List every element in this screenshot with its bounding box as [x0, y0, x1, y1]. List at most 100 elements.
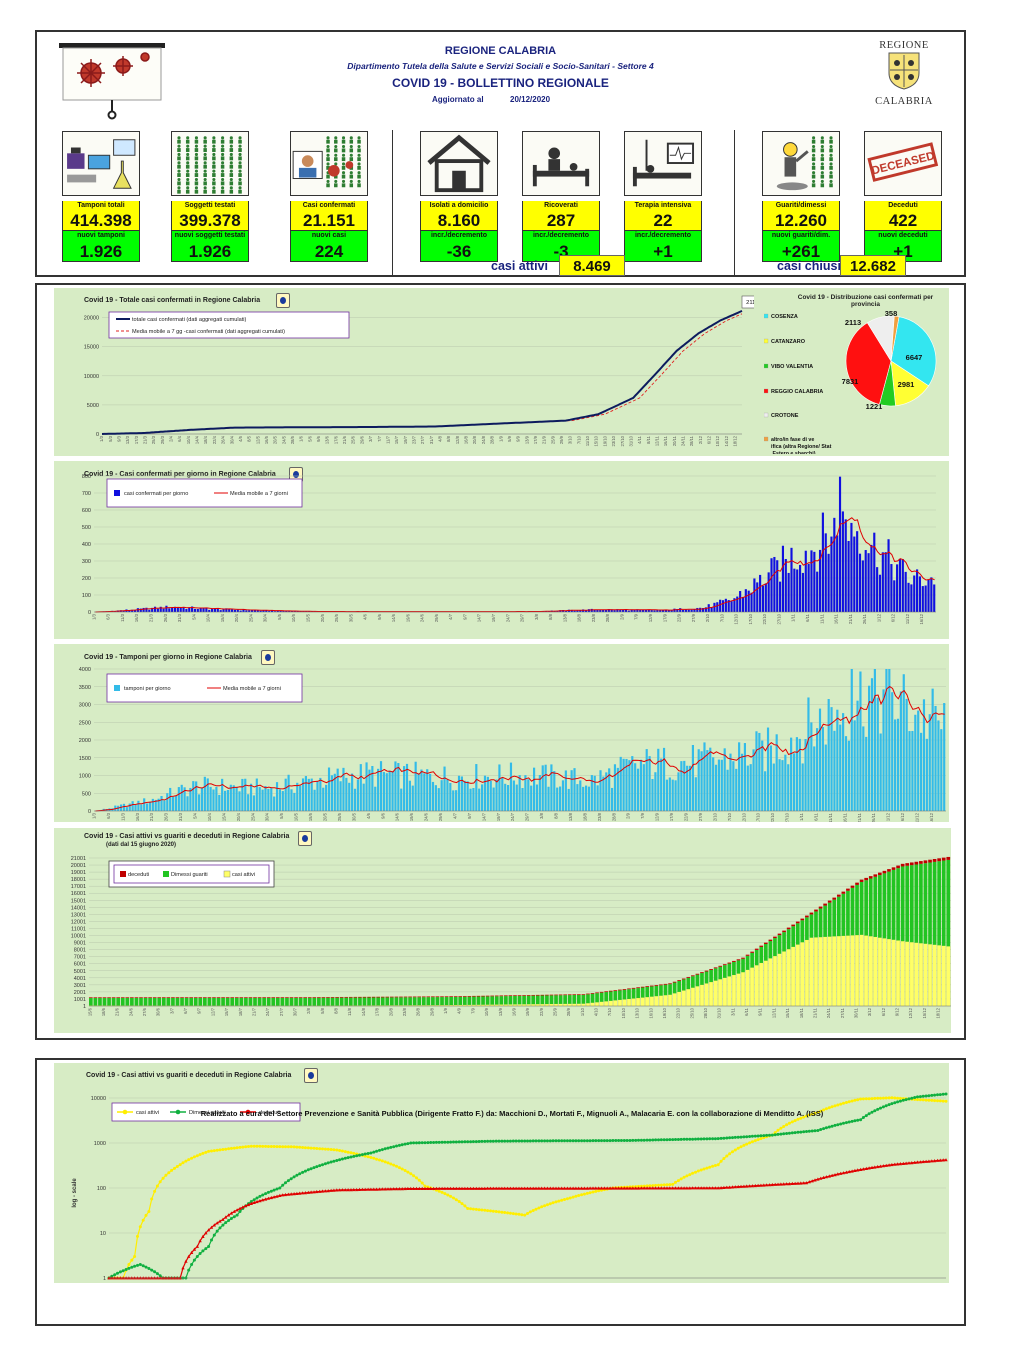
- bar: [699, 607, 702, 612]
- legend-swatch: [114, 685, 120, 691]
- series-active-marker: [306, 1146, 310, 1150]
- person-body: [357, 148, 361, 153]
- bar: [810, 722, 813, 811]
- series-active-marker: [813, 1111, 817, 1115]
- series-recovered-marker: [306, 1168, 310, 1172]
- bar: [236, 609, 239, 612]
- bar-deaths: [768, 939, 773, 942]
- x-tick-label: 8/11: [646, 435, 651, 444]
- bar: [847, 540, 850, 612]
- person-body: [194, 156, 199, 161]
- x-tick-label: 18/4: [203, 435, 208, 444]
- series-active-marker: [782, 1125, 786, 1128]
- series-recovered-marker: [517, 1139, 521, 1143]
- bar-recovered: [868, 878, 873, 937]
- bar: [721, 600, 725, 612]
- series-recovered-marker: [557, 1139, 561, 1143]
- bar-recovered: [777, 935, 782, 954]
- series-recovered-marker: [207, 1245, 211, 1248]
- bar-deaths: [303, 997, 308, 998]
- bar-active: [741, 972, 745, 1007]
- bar-deaths: [125, 997, 130, 999]
- bar: [576, 610, 579, 612]
- bar-recovered: [791, 926, 796, 947]
- person-head: [221, 161, 225, 165]
- series-recovered-marker: [224, 1221, 228, 1225]
- bar-deaths: [312, 997, 317, 998]
- bar: [582, 609, 585, 612]
- bar: [891, 692, 894, 811]
- bar-active: [800, 942, 805, 1007]
- chart-title: Covid 19 - Tamponi per giorno in Regione…: [84, 654, 252, 661]
- series-recovered-marker: [773, 1133, 777, 1137]
- series-deaths-marker: [844, 1170, 849, 1174]
- bar-active: [914, 942, 919, 1007]
- series-recovered-marker: [637, 1138, 640, 1142]
- x-tick-label: 24/11: [681, 435, 686, 446]
- kpi-value: 422: [864, 211, 942, 231]
- series-deaths-marker: [921, 1159, 925, 1164]
- series-active-marker: [321, 1147, 324, 1151]
- x-tick-label: 17/6: [333, 435, 338, 444]
- bar-recovered: [709, 969, 713, 983]
- bar: [841, 511, 844, 612]
- series-recovered-marker: [318, 1164, 322, 1168]
- series-active-marker: [332, 1148, 336, 1152]
- x-tick-label: 3/11: [730, 1007, 735, 1016]
- bar: [596, 609, 599, 612]
- legend-label: Dimessi guariti: [189, 1110, 226, 1116]
- bar: [686, 765, 689, 811]
- series-deaths-marker: [796, 1181, 800, 1185]
- person-head: [829, 144, 833, 149]
- x-tick-label: 15/11: [785, 1007, 790, 1018]
- bar-recovered: [663, 984, 668, 996]
- bar: [567, 788, 570, 811]
- bar: [844, 736, 848, 811]
- series-deaths-marker: [608, 1186, 612, 1190]
- series-active-marker: [449, 1194, 453, 1198]
- bar: [261, 789, 264, 811]
- series-recovered-marker: [742, 1135, 746, 1139]
- series-deaths-marker: [713, 1186, 718, 1190]
- bar-deaths: [695, 973, 700, 975]
- person-body: [194, 181, 199, 186]
- bar: [799, 564, 802, 612]
- bar: [183, 787, 186, 811]
- bar: [134, 804, 137, 811]
- bar-recovered: [768, 941, 773, 959]
- bar-deaths: [691, 975, 695, 977]
- x-tick-label: 16/12: [919, 613, 924, 624]
- kpi-sub-value: 224: [290, 241, 368, 262]
- bar-recovered: [444, 997, 449, 1006]
- x-tick-label: 26/3: [163, 613, 168, 622]
- bar-recovered: [485, 996, 490, 1005]
- bar-recovered: [882, 873, 887, 939]
- bar-deaths: [289, 997, 294, 998]
- bar-active: [622, 999, 627, 1007]
- series-deaths-marker: [901, 1161, 905, 1165]
- bar: [232, 785, 235, 811]
- x-tick-label: 19/7: [491, 613, 496, 622]
- person-body: [203, 173, 207, 177]
- y-tick-label: 10000: [84, 374, 99, 380]
- bar: [904, 571, 907, 612]
- series-deaths-marker: [534, 1186, 538, 1190]
- y-tick-label: 500: [82, 525, 91, 531]
- series-deaths-marker: [266, 1196, 271, 1200]
- bar-deaths: [522, 995, 526, 996]
- series-deaths-marker: [656, 1186, 661, 1190]
- legend-label: tamponi per giorno: [124, 686, 171, 692]
- x-tick-label: 18/11: [799, 1007, 804, 1018]
- bar: [241, 778, 244, 811]
- series-active-marker: [309, 1146, 313, 1150]
- bar: [179, 607, 182, 612]
- bar-deaths: [266, 997, 271, 998]
- y-tick-label: 6001: [74, 962, 86, 968]
- bar: [139, 608, 142, 612]
- series-recovered-marker: [617, 1139, 621, 1142]
- bar: [262, 610, 265, 612]
- series-recovered-marker: [309, 1167, 313, 1171]
- x-tick-label: 9/7: [467, 812, 472, 818]
- bar: [920, 732, 923, 811]
- series-deaths-marker: [471, 1186, 476, 1190]
